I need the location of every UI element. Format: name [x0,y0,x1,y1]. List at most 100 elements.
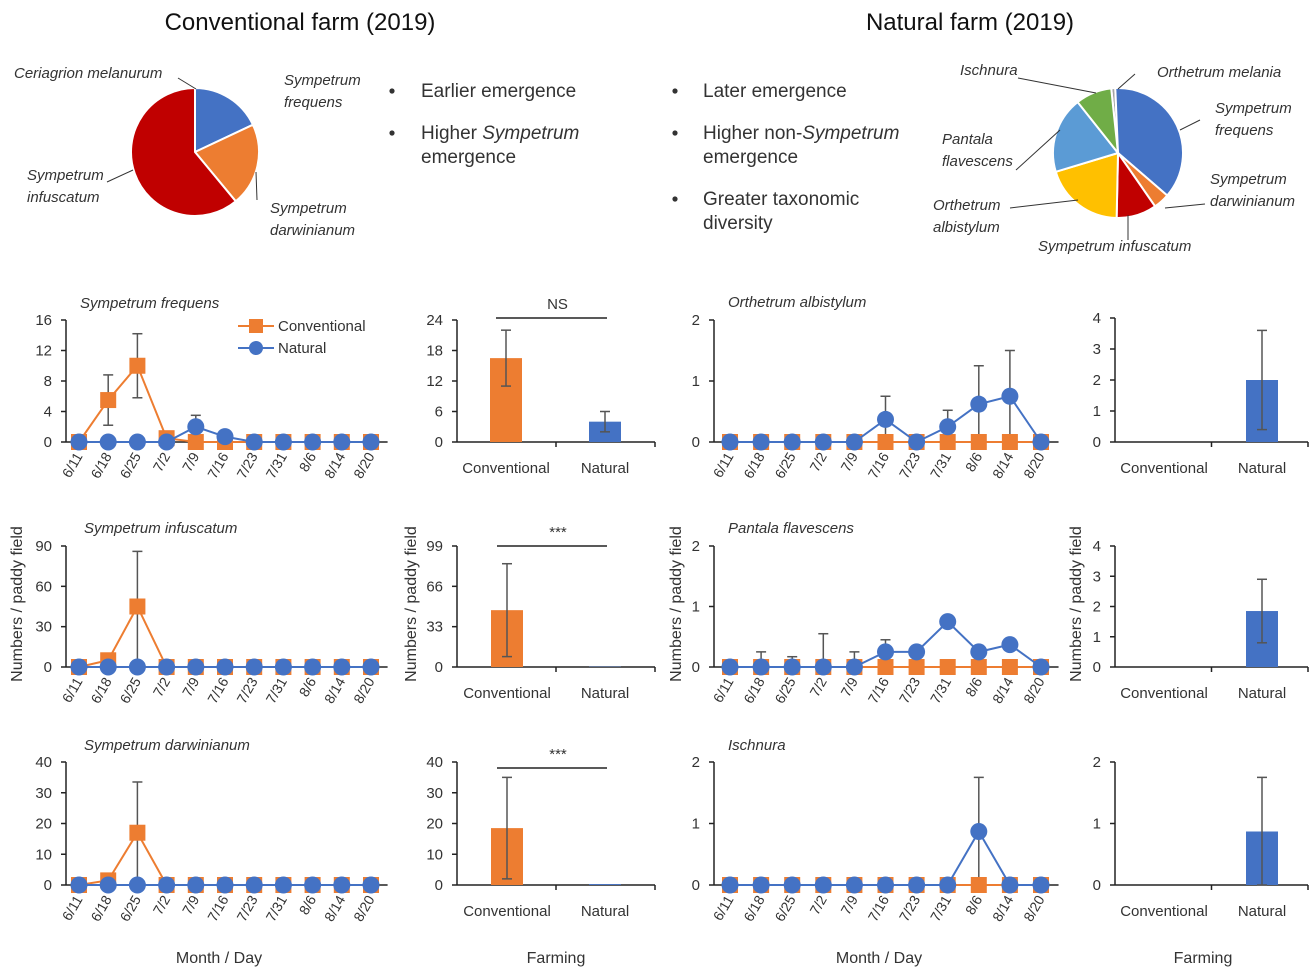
pie-label-o-melania: Orthetrum melania [1157,64,1281,81]
point-natural [970,395,988,413]
point-natural [908,876,926,894]
x-tick-label: 6/25 [117,674,145,706]
y-tick-label: 2 [692,538,700,555]
point-natural [187,658,205,676]
x-category-label: Natural [1238,460,1286,477]
legend-label-natural: Natural [278,340,326,357]
significance-label: *** [549,746,567,763]
point-natural [752,876,770,894]
y-tick-label: 40 [35,754,52,771]
point-conventional [100,392,117,409]
pie-label-n-darwinianum-2: darwinianum [1210,193,1295,210]
bullet-text-natural: Later emergence [703,81,847,102]
bullet-text-natural: Higher non-Sympetrum [703,123,899,144]
x-tick-label: 8/14 [989,674,1017,706]
pie-label-o-albistylum-2: albistylum [933,219,1000,236]
x-tick-label: 7/9 [837,449,861,474]
pie-leader-line [1164,203,1206,209]
y-tick-label: 30 [35,785,52,802]
title-conventional: Conventional farm (2019) [165,9,436,36]
bullet-text-natural: emergence [703,147,798,168]
y-tick-label: 12 [426,373,443,390]
pie-label-n-frequens-1: Sympetrum [1215,100,1292,117]
pie-label-o-albistylum-1: Orthetrum [933,197,1001,214]
y-tick-label: 40 [426,754,443,771]
legend-marker-conventional [249,319,263,333]
y-tick-label: 1 [1093,816,1101,833]
point-natural [1032,658,1050,676]
bullet-text-conventional: Earlier emergence [421,81,576,102]
bullet-segment: Higher [421,123,482,144]
panel-title: Orthetrum albistylum [728,294,866,311]
y-tick-label: 10 [35,846,52,863]
bullet-dot [389,88,395,94]
y-tick-label: 0 [44,434,52,451]
panel-bar-s-infuscatum: 0 33 66 99 Conventional Natural *** [426,524,656,702]
x-tick-label: 6/11 [59,892,86,923]
point-conventional [939,434,956,450]
pie-label-ischnura: Ischnura [960,62,1018,79]
pie-slice [194,86,255,154]
point-natural [877,410,894,428]
x-tick-label: 6/25 [771,449,799,481]
pie-label-infuscatum-1: Sympetrum [27,167,104,184]
x-tick-label: 8/14 [989,449,1017,481]
point-natural [304,658,322,676]
bullet-segment: Sympetrum [802,123,899,144]
x-tick-label: 7/16 [204,892,232,924]
x-tick-label: 7/23 [896,449,924,481]
point-conventional [939,659,956,675]
legend: Conventional Natural [238,318,366,357]
x-tick-label: 7/2 [150,892,174,917]
bullet-dot [672,88,678,94]
pie-label-darwinianum-1: Sympetrum [270,200,347,217]
y-tick-label: 66 [426,578,443,595]
x-tick-label: 7/2 [806,892,830,917]
pie-label-darwinianum-2: darwinianum [270,222,355,239]
point-natural [128,658,146,676]
bullet-segment: Sympetrum [482,123,579,144]
bullet-text-natural: diversity [703,213,773,234]
pie-charts: Ceriagrion melanurum Sympetrum frequens Sym… [14,62,1295,255]
panel-line-o-albistylum: Orthetrum albistylum 0 1 2 6/11 6/18 6/25 7/2 7/… [692,294,1059,481]
point-natural [783,876,801,894]
point-natural [939,876,957,894]
x-tick-label: 8/20 [1020,674,1048,706]
point-natural [333,658,351,676]
x-category-label: Conventional [1120,460,1208,477]
point-natural [274,433,292,451]
x-tick-label: 8/20 [350,449,378,481]
bullet-segment: Later emergence [703,81,847,102]
y-tick-label: 0 [44,659,52,676]
point-natural [274,876,292,894]
point-natural [304,433,322,451]
y-tick-label: 12 [35,343,52,360]
point-natural [362,658,380,676]
y-tick-label: 0 [435,659,443,676]
y-tick-label: 20 [426,816,443,833]
point-natural [158,876,176,894]
x-category-label: Conventional [462,460,550,477]
pie-label-n-frequens-2: frequens [1215,122,1274,139]
x-tick-label: 7/23 [233,449,261,481]
point-natural [70,876,88,894]
x-tick-label: 8/6 [296,892,320,917]
x-tick-label: 7/2 [150,449,174,474]
point-natural [721,658,739,676]
point-natural [1001,636,1019,654]
y-tick-label: 16 [35,312,52,329]
point-natural [814,433,832,451]
point-natural [752,433,770,451]
x-tick-label: 7/31 [263,892,291,924]
panel-bar-s-darwinianum: 0 10 20 30 40 Conventional Natural *** [426,746,656,920]
y-tick-label: 24 [426,312,443,329]
point-natural [245,433,263,451]
x-tick-label: 7/16 [865,449,893,481]
panel-title: Pantala flavescens [728,520,854,537]
x-tick-label: 6/18 [87,674,115,706]
x-axis-label-month-day: Month / Day [176,950,262,967]
pie-leader-line [106,169,134,183]
